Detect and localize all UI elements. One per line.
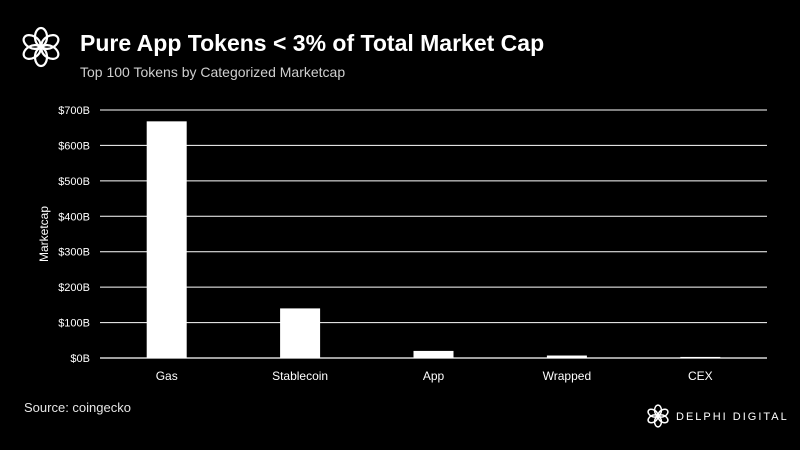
source-note: Source: coingecko <box>24 400 131 415</box>
y-tick-label: $500B <box>58 176 90 188</box>
y-tick-label: $400B <box>58 211 90 223</box>
y-tick-label: $300B <box>58 247 90 259</box>
y-tick-label: $700B <box>58 105 90 117</box>
chart-subtitle: Top 100 Tokens by Categorized Marketcap <box>80 64 346 80</box>
y-tick-label: $600B <box>58 140 90 152</box>
bar-gas <box>146 121 187 358</box>
y-axis-label: Marketcap <box>37 206 51 262</box>
chart-title: Pure App Tokens < 3% of Total Market Cap <box>80 30 545 56</box>
delphi-logo-icon <box>22 26 60 68</box>
x-tick-label: Gas <box>156 369 178 383</box>
x-tick-label: Stablecoin <box>272 369 328 383</box>
x-tick-label: Wrapped <box>543 369 591 383</box>
brand-name: DELPHI DIGITAL <box>676 411 789 423</box>
brand-mark: DELPHI DIGITAL <box>646 404 789 430</box>
gridlines <box>100 109 767 359</box>
bar-stablecoin <box>280 308 321 358</box>
y-axis-ticks: $0B $100B $200B $300B $400B $500B $600B $700B <box>58 105 90 365</box>
chart-header: Pure App Tokens < 3% of Total Market Cap… <box>20 24 780 84</box>
bar-wrapped <box>546 355 587 358</box>
y-tick-label: $0B <box>70 353 90 365</box>
x-axis-ticks: Gas Stablecoin App Wrapped CEX <box>156 369 713 383</box>
y-tick-label: $100B <box>58 318 90 330</box>
bar-app <box>413 350 454 358</box>
y-tick-label: $200B <box>58 282 90 294</box>
bars <box>146 121 721 359</box>
bar-cex <box>680 356 721 359</box>
x-tick-label: App <box>423 369 445 383</box>
x-tick-label: CEX <box>688 369 713 383</box>
delphi-brand-icon <box>647 404 669 428</box>
